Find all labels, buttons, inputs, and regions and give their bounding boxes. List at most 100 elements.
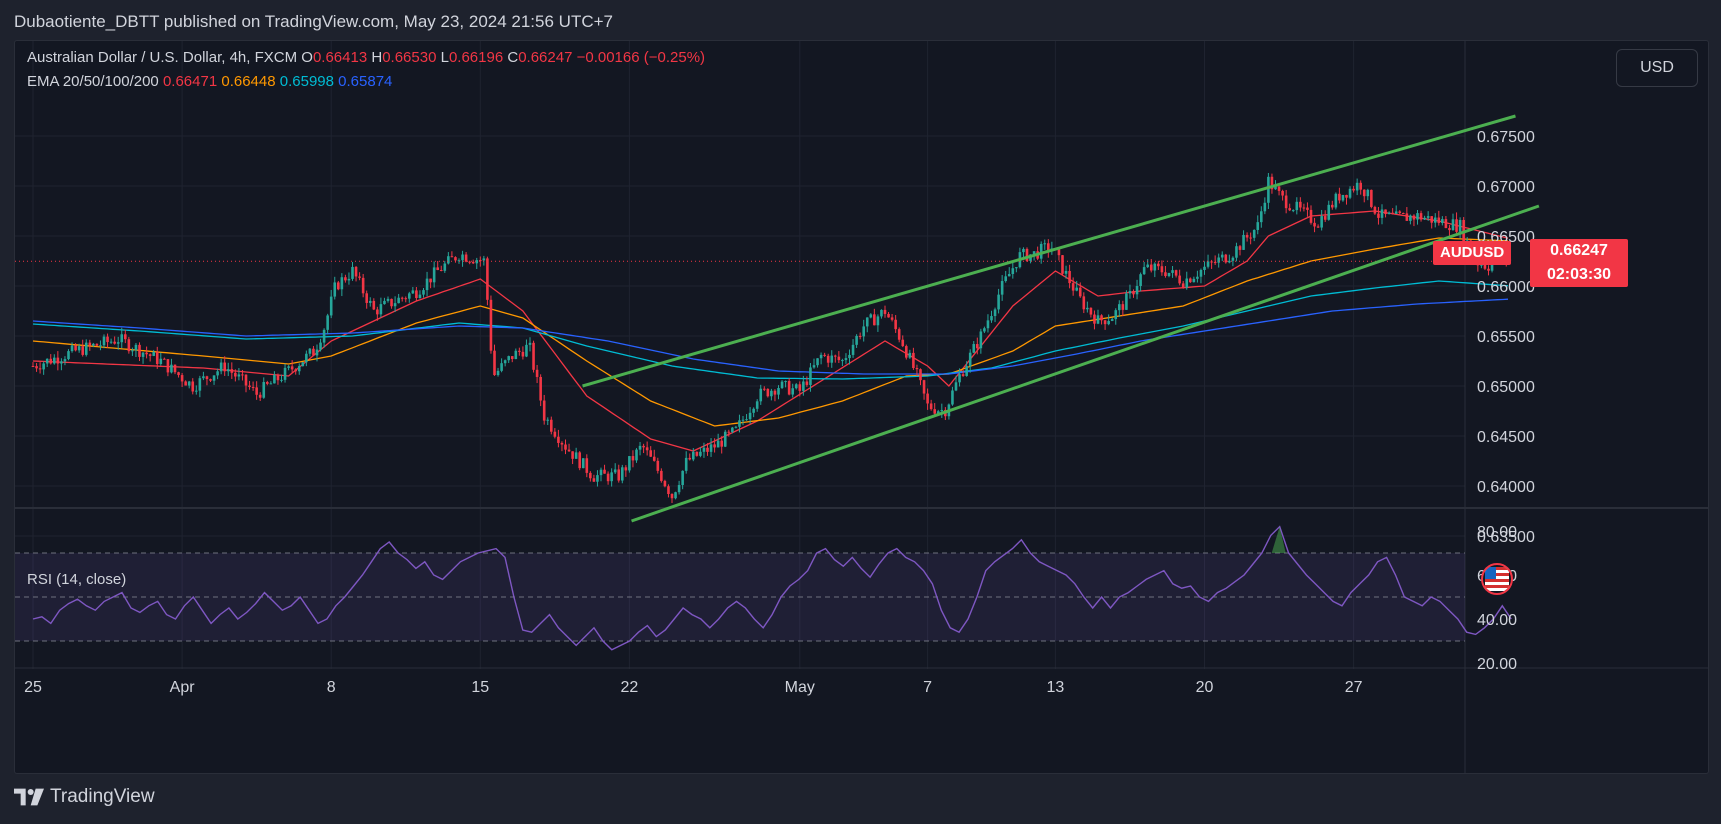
- candle-body[interactable]: [163, 358, 166, 360]
- candle-body[interactable]: [35, 366, 38, 369]
- channel-trendline[interactable]: [631, 204, 1540, 523]
- candle-body[interactable]: [468, 261, 471, 263]
- candle-body[interactable]: [418, 294, 422, 298]
- candle-body[interactable]: [166, 359, 170, 373]
- candle-body[interactable]: [1281, 190, 1284, 196]
- candle-body[interactable]: [1249, 237, 1252, 239]
- candle-body[interactable]: [383, 300, 386, 305]
- candle-body[interactable]: [961, 374, 965, 376]
- candle-body[interactable]: [1288, 208, 1291, 211]
- candle-body[interactable]: [1345, 194, 1348, 198]
- candle-body[interactable]: [400, 297, 404, 299]
- candle-body[interactable]: [905, 346, 908, 358]
- candle-body[interactable]: [741, 419, 745, 421]
- candle-body[interactable]: [1025, 248, 1029, 261]
- candle-body[interactable]: [599, 469, 603, 476]
- candle-body[interactable]: [649, 450, 652, 457]
- candle-body[interactable]: [901, 339, 905, 347]
- candle-body[interactable]: [70, 345, 74, 352]
- candle-body[interactable]: [241, 374, 244, 376]
- candle-body[interactable]: [365, 293, 368, 303]
- candle-body[interactable]: [809, 367, 812, 385]
- candle-body[interactable]: [1256, 222, 1260, 230]
- candle-body[interactable]: [780, 381, 784, 389]
- candle-body[interactable]: [84, 342, 88, 355]
- candle-body[interactable]: [759, 388, 763, 402]
- candle-body[interactable]: [500, 363, 503, 371]
- candle-body[interactable]: [865, 317, 869, 327]
- candle-body[interactable]: [677, 485, 681, 493]
- candle-body[interactable]: [1274, 186, 1277, 190]
- candle-body[interactable]: [716, 440, 720, 448]
- candle-body[interactable]: [1121, 304, 1125, 310]
- candle-body[interactable]: [1128, 291, 1132, 294]
- candle-body[interactable]: [191, 381, 195, 392]
- candle-body[interactable]: [1100, 315, 1103, 321]
- candle-body[interactable]: [1323, 216, 1327, 220]
- candle-body[interactable]: [184, 381, 187, 386]
- candle-body[interactable]: [876, 316, 880, 326]
- candle-body[interactable]: [1409, 215, 1412, 221]
- us-flag-event-icon[interactable]: [1481, 563, 1513, 595]
- candle-body[interactable]: [848, 354, 851, 359]
- candle-body[interactable]: [1125, 293, 1128, 310]
- candle-body[interactable]: [968, 352, 972, 367]
- candle-body[interactable]: [1277, 186, 1281, 191]
- candle-body[interactable]: [979, 331, 983, 349]
- candle-body[interactable]: [1362, 189, 1366, 197]
- candle-body[interactable]: [958, 374, 961, 383]
- candle-body[interactable]: [354, 266, 358, 277]
- candle-body[interactable]: [461, 254, 464, 261]
- candle-body[interactable]: [692, 451, 695, 460]
- candle-body[interactable]: [1242, 234, 1245, 250]
- candle-body[interactable]: [1355, 182, 1359, 191]
- candle-body[interactable]: [635, 449, 638, 461]
- candle-body[interactable]: [1089, 307, 1093, 315]
- candle-body[interactable]: [1039, 243, 1043, 259]
- candle-body[interactable]: [170, 364, 173, 373]
- candle-body[interactable]: [177, 372, 180, 376]
- candle-body[interactable]: [1064, 270, 1068, 274]
- candle-body[interactable]: [489, 299, 493, 351]
- candle-body[interactable]: [1157, 263, 1160, 267]
- footer-brand[interactable]: TradingView: [14, 786, 155, 808]
- candle-body[interactable]: [1107, 321, 1110, 325]
- candle-body[interactable]: [617, 469, 621, 481]
- candle-body[interactable]: [244, 374, 248, 386]
- candle-body[interactable]: [1011, 268, 1015, 275]
- candle-body[interactable]: [1260, 211, 1263, 223]
- candle-body[interactable]: [209, 379, 212, 381]
- candle-body[interactable]: [1487, 268, 1490, 271]
- candle-body[interactable]: [63, 359, 67, 362]
- candle-body[interactable]: [1302, 207, 1306, 209]
- candle-body[interactable]: [447, 256, 450, 264]
- candle-body[interactable]: [670, 493, 674, 499]
- candle-body[interactable]: [738, 420, 741, 427]
- candle-body[interactable]: [49, 358, 53, 364]
- candle-body[interactable]: [993, 309, 997, 317]
- candle-body[interactable]: [113, 341, 116, 344]
- candle-body[interactable]: [361, 277, 365, 294]
- candle-body[interactable]: [581, 458, 585, 469]
- candle-body[interactable]: [514, 350, 518, 360]
- candle-body[interactable]: [880, 309, 883, 317]
- candle-body[interactable]: [297, 366, 301, 372]
- candle-body[interactable]: [645, 447, 649, 451]
- candle-body[interactable]: [337, 282, 340, 290]
- candle-body[interactable]: [919, 369, 922, 381]
- candle-body[interactable]: [1465, 240, 1469, 242]
- candle-body[interactable]: [1270, 176, 1274, 190]
- candle-body[interactable]: [731, 427, 734, 432]
- candle-body[interactable]: [1252, 229, 1256, 238]
- candle-body[interactable]: [851, 344, 855, 355]
- candle-body[interactable]: [830, 355, 834, 363]
- candle-body[interactable]: [422, 290, 425, 295]
- candle-body[interactable]: [95, 343, 99, 346]
- candle-body[interactable]: [124, 334, 127, 340]
- candle-body[interactable]: [1419, 213, 1423, 220]
- candle-body[interactable]: [755, 401, 759, 409]
- candle-body[interactable]: [564, 444, 567, 450]
- candle-body[interactable]: [1047, 243, 1050, 251]
- candle-body[interactable]: [525, 344, 528, 357]
- candle-body[interactable]: [258, 394, 262, 398]
